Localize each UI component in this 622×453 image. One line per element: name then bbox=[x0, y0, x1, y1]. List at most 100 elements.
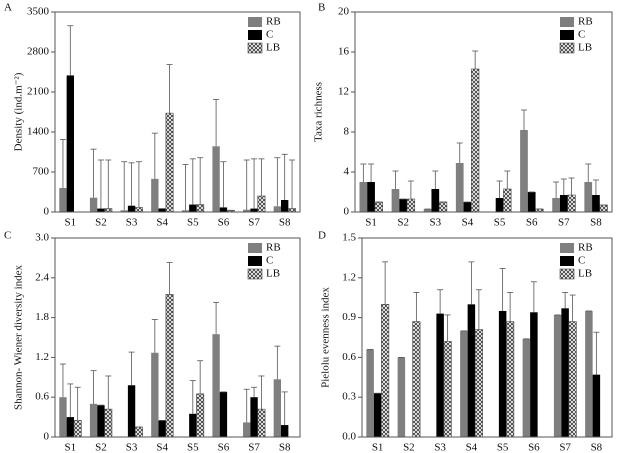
error-bar bbox=[258, 375, 265, 410]
x-tick-label: S4 bbox=[466, 442, 478, 453]
bar bbox=[73, 420, 82, 438]
panel-label: D bbox=[318, 230, 326, 242]
bar bbox=[397, 357, 406, 437]
error-bar bbox=[569, 294, 576, 322]
error-bar bbox=[90, 370, 97, 404]
legend-label: C bbox=[578, 255, 585, 267]
error-bar bbox=[135, 161, 142, 208]
error-bar bbox=[182, 164, 189, 211]
legend-label: C bbox=[266, 29, 273, 41]
bar bbox=[366, 349, 374, 437]
x-tick-label: S6 bbox=[526, 217, 538, 229]
error-bar bbox=[151, 132, 158, 179]
bar bbox=[134, 426, 143, 438]
bar bbox=[158, 420, 166, 437]
legend-swatch bbox=[248, 243, 262, 253]
y-tick-label: 0.6 bbox=[35, 391, 49, 403]
bar bbox=[381, 304, 390, 438]
x-tick-label: S2 bbox=[95, 442, 107, 453]
y-tick-label: 20 bbox=[338, 6, 350, 18]
bar bbox=[561, 308, 569, 437]
error-bar bbox=[97, 159, 104, 209]
bar bbox=[196, 204, 205, 213]
bar bbox=[399, 199, 408, 212]
bar bbox=[165, 294, 174, 438]
error-bar bbox=[504, 170, 511, 189]
plot-frame bbox=[361, 237, 613, 438]
bar bbox=[552, 198, 560, 212]
bar bbox=[281, 200, 289, 212]
y-tick-label: 4 bbox=[344, 166, 350, 178]
bar bbox=[273, 379, 282, 437]
bar bbox=[134, 207, 143, 213]
x-tick-label: S1 bbox=[65, 217, 77, 229]
error-bar bbox=[189, 380, 196, 414]
plot-frame bbox=[54, 11, 301, 213]
error-bar bbox=[274, 345, 281, 380]
x-tick-label: S2 bbox=[403, 442, 415, 453]
bar bbox=[527, 192, 536, 212]
panel-label: B bbox=[318, 2, 325, 14]
bar bbox=[443, 341, 452, 438]
x-tick-label: S7 bbox=[248, 217, 260, 229]
bar bbox=[257, 408, 266, 438]
bar bbox=[568, 321, 577, 438]
error-bar bbox=[128, 162, 135, 206]
error-bar bbox=[128, 351, 135, 386]
y-tick-label: 0.9 bbox=[342, 311, 356, 323]
bar bbox=[66, 75, 74, 212]
bar bbox=[522, 338, 531, 437]
panel-label: C bbox=[4, 230, 11, 242]
error-bar bbox=[243, 388, 250, 423]
bar bbox=[273, 206, 282, 212]
x-tick-label: S3 bbox=[434, 442, 446, 453]
error-bar bbox=[74, 386, 81, 421]
y-tick-label: 1.2 bbox=[35, 351, 49, 363]
bar bbox=[196, 393, 205, 438]
error-bar bbox=[360, 163, 367, 182]
y-axis-label: Taxa richness bbox=[313, 82, 325, 142]
bar bbox=[243, 422, 251, 437]
x-tick-label: S8 bbox=[279, 217, 291, 229]
error-bar bbox=[592, 179, 599, 195]
legend-swatch bbox=[560, 17, 574, 27]
legend-label: LB bbox=[266, 268, 280, 280]
bar bbox=[127, 385, 136, 437]
bar bbox=[467, 304, 476, 437]
legend-swatch bbox=[560, 243, 574, 253]
bar bbox=[127, 205, 136, 212]
x-tick-label: S8 bbox=[590, 217, 602, 229]
bar bbox=[281, 425, 289, 437]
bar bbox=[219, 207, 228, 212]
y-tick-label: 0 bbox=[344, 206, 350, 218]
bar bbox=[530, 312, 538, 437]
error-bar bbox=[197, 157, 204, 205]
bar bbox=[151, 178, 159, 212]
error-bar bbox=[274, 157, 281, 207]
error-bar bbox=[432, 170, 439, 189]
error-bar bbox=[392, 170, 399, 189]
bar bbox=[474, 329, 483, 438]
bar bbox=[59, 188, 67, 212]
y-tick-label: 12 bbox=[338, 86, 349, 98]
x-tick-label: S5 bbox=[187, 442, 199, 453]
bar bbox=[423, 209, 432, 212]
error-bar bbox=[281, 391, 288, 426]
error-bar bbox=[560, 178, 567, 195]
error-bar bbox=[444, 314, 451, 342]
x-tick-label: S6 bbox=[528, 442, 540, 453]
error-bar bbox=[251, 158, 258, 209]
x-tick-label: S1 bbox=[365, 217, 377, 229]
error-bar bbox=[413, 291, 420, 322]
bar bbox=[66, 417, 74, 437]
error-bar bbox=[213, 99, 220, 147]
legend-label: C bbox=[578, 29, 585, 41]
legend-label: RB bbox=[266, 16, 281, 28]
error-bar bbox=[151, 319, 158, 353]
y-tick-label: 0 bbox=[44, 206, 50, 218]
bar bbox=[373, 393, 382, 437]
bar bbox=[584, 182, 593, 212]
error-bar bbox=[90, 148, 97, 198]
legend-swatch bbox=[248, 17, 262, 27]
bar bbox=[250, 397, 258, 437]
